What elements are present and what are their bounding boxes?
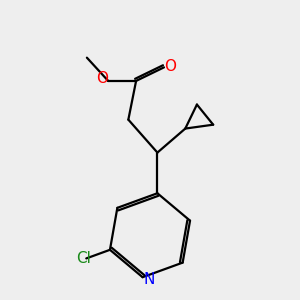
Text: O: O bbox=[164, 59, 176, 74]
Text: Cl: Cl bbox=[76, 251, 91, 266]
Text: N: N bbox=[144, 272, 155, 286]
Text: O: O bbox=[96, 71, 108, 86]
